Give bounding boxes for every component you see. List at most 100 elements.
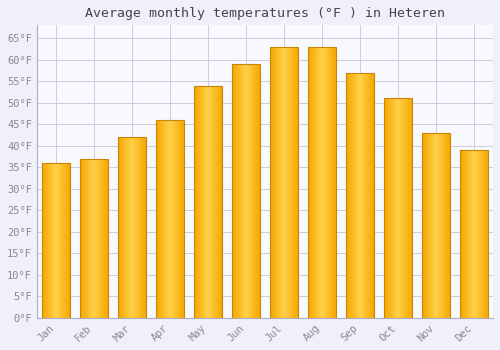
Bar — [183, 120, 184, 318]
Bar — [446, 133, 447, 318]
Bar — [145, 137, 146, 318]
Bar — [424, 133, 425, 318]
Bar — [215, 85, 216, 318]
Bar — [97, 159, 98, 318]
Bar — [83, 159, 84, 318]
Bar — [447, 133, 448, 318]
Bar — [471, 150, 472, 318]
Bar — [425, 133, 426, 318]
Bar — [233, 64, 234, 318]
Bar — [407, 98, 408, 318]
Bar — [118, 137, 120, 318]
Bar — [334, 47, 335, 318]
Bar — [485, 150, 486, 318]
Bar — [387, 98, 388, 318]
Bar — [440, 133, 441, 318]
Bar — [448, 133, 449, 318]
Bar — [234, 64, 235, 318]
Bar — [252, 64, 253, 318]
Bar — [201, 85, 202, 318]
Bar — [194, 85, 222, 318]
Bar — [207, 85, 208, 318]
Bar — [220, 85, 221, 318]
Bar — [167, 120, 168, 318]
Bar — [484, 150, 485, 318]
Bar — [315, 47, 316, 318]
Bar — [444, 133, 445, 318]
Bar — [42, 163, 70, 318]
Bar — [66, 163, 67, 318]
Bar — [246, 64, 247, 318]
Bar — [408, 98, 409, 318]
Bar — [472, 150, 473, 318]
Bar — [370, 72, 371, 318]
Bar — [290, 47, 291, 318]
Bar — [411, 98, 412, 318]
Bar — [445, 133, 446, 318]
Bar — [470, 150, 471, 318]
Bar — [329, 47, 330, 318]
Bar — [173, 120, 174, 318]
Bar — [364, 72, 365, 318]
Bar — [237, 64, 238, 318]
Bar — [480, 150, 481, 318]
Bar — [350, 72, 351, 318]
Bar — [373, 72, 374, 318]
Bar — [319, 47, 320, 318]
Bar — [422, 133, 423, 318]
Bar — [256, 64, 257, 318]
Bar — [449, 133, 450, 318]
Bar — [254, 64, 255, 318]
Bar — [474, 150, 475, 318]
Bar — [297, 47, 298, 318]
Bar — [53, 163, 54, 318]
Bar — [82, 159, 83, 318]
Bar — [309, 47, 310, 318]
Bar — [468, 150, 469, 318]
Bar — [238, 64, 239, 318]
Bar — [80, 159, 108, 318]
Bar — [405, 98, 406, 318]
Bar — [386, 98, 387, 318]
Bar — [174, 120, 175, 318]
Bar — [332, 47, 333, 318]
Bar — [91, 159, 92, 318]
Bar — [195, 85, 196, 318]
Bar — [354, 72, 355, 318]
Bar — [295, 47, 296, 318]
Bar — [132, 137, 133, 318]
Bar — [131, 137, 132, 318]
Bar — [169, 120, 170, 318]
Bar — [475, 150, 476, 318]
Bar — [286, 47, 287, 318]
Bar — [206, 85, 207, 318]
Bar — [121, 137, 122, 318]
Bar — [464, 150, 466, 318]
Bar — [442, 133, 443, 318]
Bar — [139, 137, 140, 318]
Bar — [57, 163, 58, 318]
Bar — [434, 133, 435, 318]
Bar — [200, 85, 201, 318]
Bar — [90, 159, 91, 318]
Bar — [162, 120, 163, 318]
Bar — [272, 47, 273, 318]
Bar — [432, 133, 434, 318]
Bar — [351, 72, 352, 318]
Bar — [88, 159, 89, 318]
Bar — [123, 137, 124, 318]
Bar — [327, 47, 328, 318]
Bar — [438, 133, 439, 318]
Bar — [243, 64, 244, 318]
Bar — [349, 72, 350, 318]
Bar — [431, 133, 432, 318]
Bar — [67, 163, 68, 318]
Bar — [429, 133, 430, 318]
Bar — [476, 150, 477, 318]
Bar — [409, 98, 410, 318]
Bar — [288, 47, 289, 318]
Bar — [86, 159, 88, 318]
Bar — [59, 163, 60, 318]
Bar — [371, 72, 372, 318]
Bar — [98, 159, 99, 318]
